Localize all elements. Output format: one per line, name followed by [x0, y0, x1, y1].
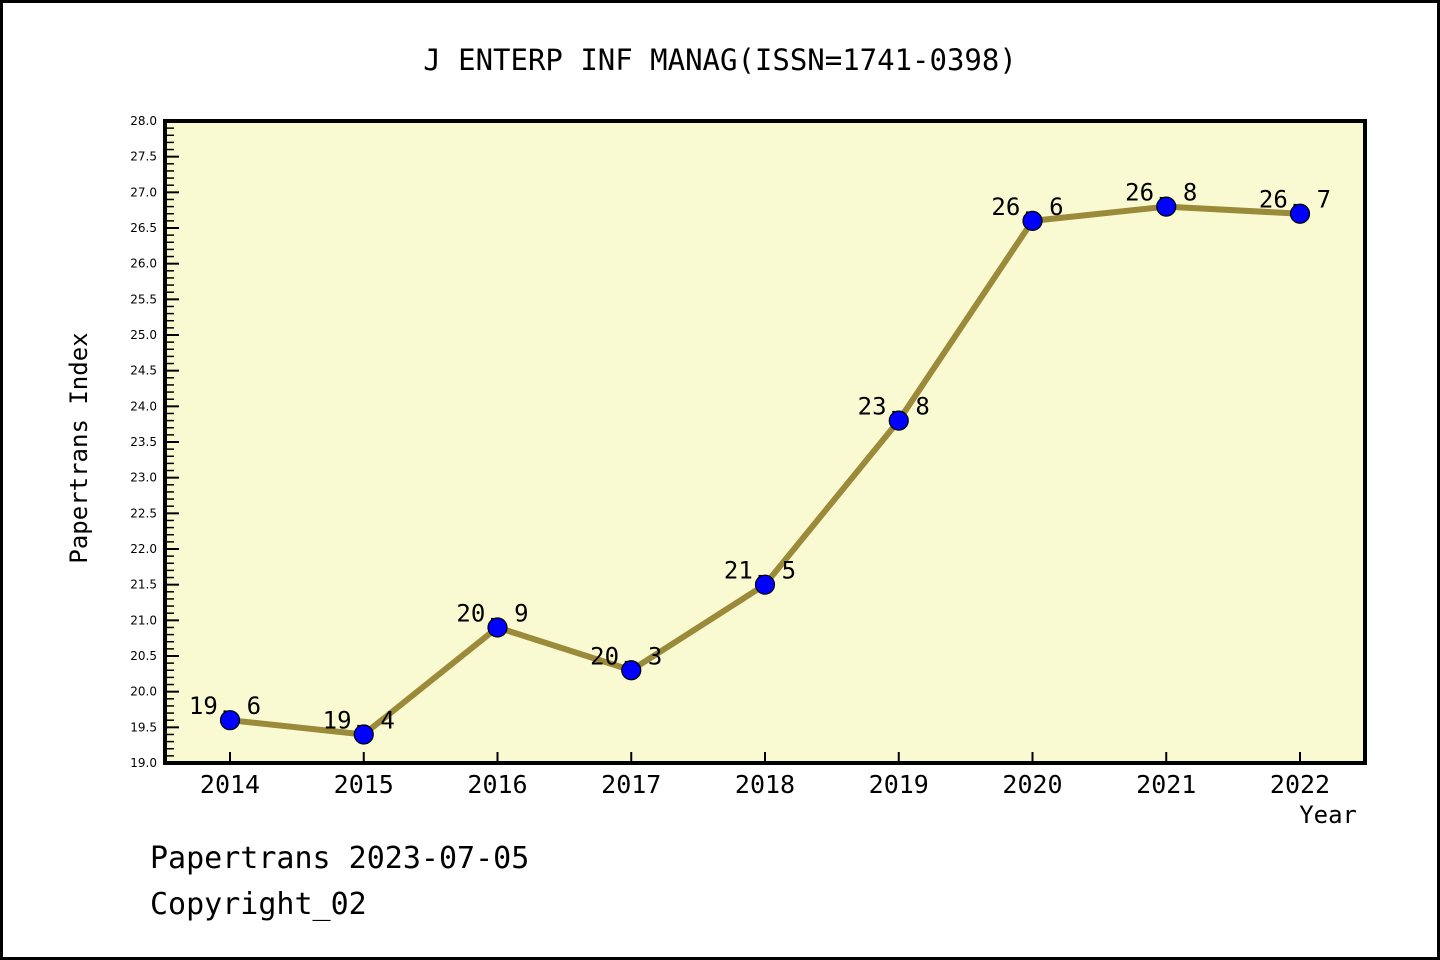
y-tick-label: 23.0 [130, 471, 157, 485]
y-tick-label: 19.5 [130, 720, 157, 734]
y-tick-label: 27.0 [130, 185, 157, 199]
x-tick-label: 2017 [601, 770, 661, 799]
x-tick-label: 2019 [869, 770, 929, 799]
y-tick-label: 21.0 [130, 613, 157, 627]
y-tick-label: 23.5 [130, 435, 157, 449]
data-point [219, 710, 241, 731]
data-point [487, 617, 508, 638]
y-tick-label: 21.5 [130, 578, 157, 592]
y-tick-label: 19.0 [130, 756, 157, 770]
chart-title: J ENTERP INF MANAG(ISSN=1741-0398) [423, 43, 1017, 77]
papertrans-index-line-chart: 19.0 19.5 20.0 20.5 21.0 21.5 22.0 22.5 23.0 23.5… [130, 114, 1367, 799]
x-tick-label: 2016 [467, 770, 527, 799]
x-tick-label: 2021 [1136, 770, 1196, 799]
y-tick-label: 24.0 [130, 399, 157, 413]
y-axis-label: Papertrans Index [65, 332, 93, 564]
y-tick-label: 20.5 [130, 649, 157, 663]
y-tick-label: 25.5 [130, 292, 157, 306]
y-tick-label: 22.0 [130, 542, 157, 556]
data-point [1156, 196, 1177, 217]
y-tick-label: 22.5 [130, 506, 157, 520]
x-tick-label: 2020 [1002, 770, 1062, 799]
x-axis-label: Year [1299, 801, 1357, 829]
plot-area [165, 121, 1365, 763]
y-axis-minor-ticks [167, 127, 174, 757]
x-axis-ticks [229, 752, 1301, 761]
x-axis-tick-labels: 2014 2015 2016 2017 2018 2019 2020 2021 2022 [200, 770, 1330, 799]
footer-date: Papertrans 2023-07-05 [150, 841, 530, 876]
x-tick-label: 2014 [200, 770, 260, 799]
y-tick-label: 28.0 [130, 114, 157, 128]
data-point [1289, 203, 1311, 224]
y-tick-label: 27.5 [130, 150, 157, 164]
data-point [353, 724, 374, 745]
data-points [219, 196, 1311, 745]
y-axis-tick-labels: 19.0 19.5 20.0 20.5 21.0 21.5 22.0 22.5 23.0 23.5… [130, 114, 157, 770]
data-point [754, 574, 776, 595]
data-point [621, 660, 642, 681]
data-point [888, 410, 909, 431]
y-tick-label: 25.0 [130, 328, 157, 342]
data-point [1022, 210, 1043, 231]
plot-frame [163, 119, 1367, 765]
y-tick-label: 20.0 [130, 685, 157, 699]
y-tick-label: 24.5 [130, 364, 157, 378]
x-tick-label: 2015 [334, 770, 394, 799]
x-tick-label: 2018 [735, 770, 795, 799]
y-tick-label: 26.5 [130, 221, 157, 235]
x-tick-label: 2022 [1270, 770, 1330, 799]
footer-copyright: Copyright_02 [150, 887, 367, 922]
y-tick-label: 26.0 [130, 257, 157, 271]
